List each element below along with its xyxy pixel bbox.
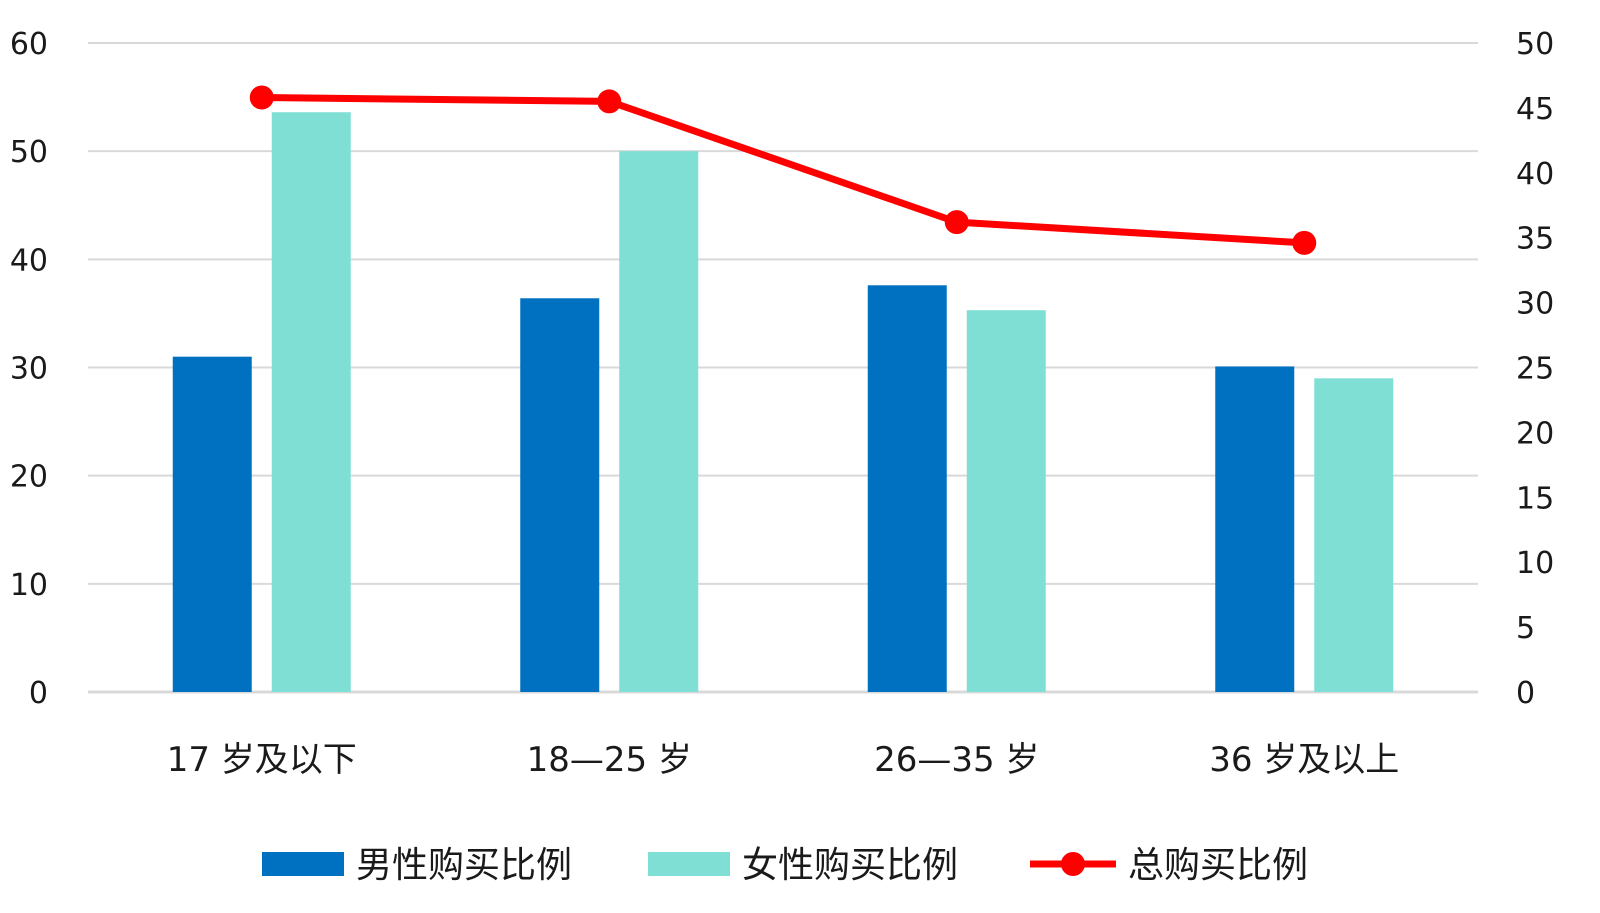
legend-label: 女性购买比例 xyxy=(742,845,958,886)
right-tick-label: 5 xyxy=(1516,611,1535,646)
right-tick-label: 20 xyxy=(1516,416,1554,451)
right-tick-label: 40 xyxy=(1516,157,1554,192)
left-tick-label: 20 xyxy=(10,460,48,495)
legend-item-男性购买比例: 男性购买比例 xyxy=(262,845,572,886)
point-总购买比例-18—25-岁 xyxy=(597,89,622,114)
legend-item-女性购买比例: 女性购买比例 xyxy=(648,845,958,886)
bar-女性购买比例-17-岁及以下 xyxy=(271,112,351,692)
left-tick-label: 40 xyxy=(10,243,48,278)
x-axis: 17 岁及以下 18—25 岁 26—35 岁 36 岁及以上 xyxy=(167,740,1400,780)
right-tick-label: 35 xyxy=(1516,222,1554,257)
legend-marker xyxy=(1061,852,1085,876)
bar-男性购买比例-26—35-岁 xyxy=(867,285,947,692)
left-y-axis: 0 10 20 30 40 50 60 xyxy=(10,27,48,711)
point-总购买比例-26—35-岁 xyxy=(944,210,969,235)
legend: 男性购买比例 女性购买比例 总购买比例 xyxy=(262,845,1308,886)
legend-item-总购买比例: 总购买比例 xyxy=(1030,845,1308,886)
right-tick-label: 10 xyxy=(1516,546,1554,581)
left-tick-label: 10 xyxy=(10,568,48,603)
right-tick-label: 50 xyxy=(1516,27,1554,62)
bar-男性购买比例-18—25-岁 xyxy=(520,298,600,692)
legend-swatch xyxy=(648,852,730,876)
category-label: 17 岁及以下 xyxy=(167,740,357,780)
left-tick-label: 60 xyxy=(10,27,48,62)
bar-女性购买比例-18—25-岁 xyxy=(619,151,699,692)
category-label: 26—35 岁 xyxy=(874,740,1039,780)
right-tick-label: 15 xyxy=(1516,481,1554,516)
right-tick-label: 0 xyxy=(1516,676,1535,711)
line-series xyxy=(249,85,1317,255)
left-tick-label: 30 xyxy=(10,352,48,387)
left-tick-label: 0 xyxy=(29,676,48,711)
right-tick-label: 45 xyxy=(1516,92,1554,127)
left-tick-label: 50 xyxy=(10,135,48,170)
right-tick-label: 25 xyxy=(1516,352,1554,387)
right-y-axis: 0 5 10 15 20 25 30 35 40 45 50 xyxy=(1516,27,1554,711)
bar-女性购买比例-26—35-岁 xyxy=(966,310,1046,692)
category-label: 36 岁及以上 xyxy=(1209,740,1399,780)
bar-series xyxy=(172,112,1394,692)
point-总购买比例-17-岁及以下 xyxy=(249,85,274,110)
line-总购买比例 xyxy=(258,94,1308,247)
bar-男性购买比例-17-岁及以下 xyxy=(172,356,252,692)
legend-label: 总购买比例 xyxy=(1128,845,1308,886)
category-label: 18—25 岁 xyxy=(527,740,692,780)
point-总购买比例-36-岁及以上 xyxy=(1292,230,1317,255)
bar-女性购买比例-36-岁及以上 xyxy=(1314,378,1394,692)
legend-label: 男性购买比例 xyxy=(356,845,572,886)
legend-swatch xyxy=(262,852,344,876)
right-tick-label: 30 xyxy=(1516,287,1554,322)
bar-男性购买比例-36-岁及以上 xyxy=(1215,366,1295,692)
